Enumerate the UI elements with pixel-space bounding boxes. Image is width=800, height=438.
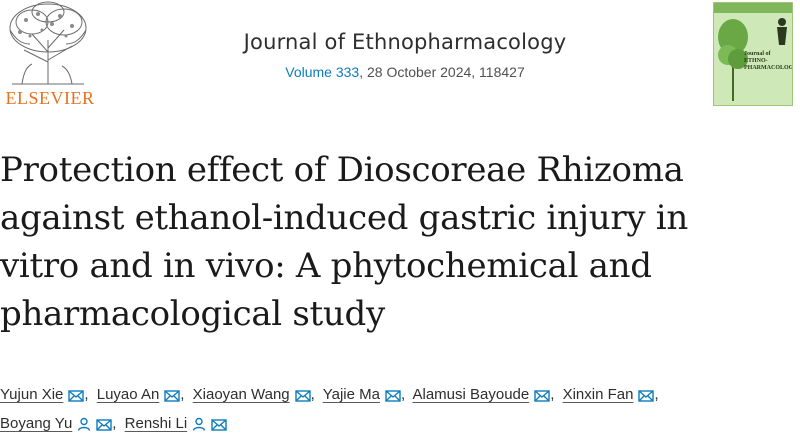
- mail-icon[interactable]: [638, 390, 655, 402]
- author-name[interactable]: Renshi Li: [124, 415, 188, 432]
- author-name[interactable]: Xinxin Fan: [562, 386, 634, 403]
- author-item: Boyang Yu,: [0, 415, 120, 432]
- cover-journal-label: Journal of ETHNO-PHARMACOLOGY: [744, 51, 793, 71]
- person-icon[interactable]: [192, 417, 206, 431]
- issue-details: , 28 October 2024, 118427: [359, 64, 525, 80]
- mail-icon[interactable]: [96, 419, 112, 431]
- author-separator: ,: [550, 386, 555, 403]
- author-item: Yajie Ma,: [323, 386, 409, 403]
- mail-icon[interactable]: [68, 390, 85, 402]
- author-name[interactable]: Luyao An: [96, 386, 160, 403]
- elsevier-logo[interactable]: ELSEVIER: [0, 0, 100, 112]
- journal-issue-info: Volume 333, 28 October 2024, 118427: [170, 64, 640, 80]
- elsevier-wordmark: ELSEVIER: [5, 88, 95, 108]
- author-separator: ,: [310, 386, 315, 403]
- title-line: Protection effect of Dioscoreae Rhizoma: [0, 150, 684, 190]
- author-separator: ,: [654, 386, 659, 403]
- author-item: Xiaoyan Wang,: [193, 386, 319, 403]
- cover-band: [714, 3, 792, 13]
- journal-cover-thumbnail[interactable]: Journal of ETHNO-PHARMACOLOGY: [713, 2, 793, 106]
- mail-icon[interactable]: [164, 390, 180, 402]
- author-separator: ,: [84, 386, 89, 403]
- author-name[interactable]: Boyang Yu: [0, 415, 73, 432]
- author-item: Luyao An,: [97, 386, 189, 403]
- author-name[interactable]: Yajie Ma: [322, 386, 380, 403]
- author-name[interactable]: Xiaoyan Wang: [192, 386, 290, 403]
- mail-icon[interactable]: [534, 390, 550, 402]
- title-line: vitro and in vivo: A phytochemical and: [0, 246, 652, 286]
- author-item: Yujun Xie,: [0, 386, 93, 403]
- author-name[interactable]: Yujun Xie: [0, 386, 64, 403]
- author-item: Renshi Li: [125, 415, 228, 432]
- person-icon[interactable]: [77, 417, 91, 431]
- volume-link[interactable]: Volume 333: [285, 64, 360, 80]
- elsevier-tree-icon: [9, 1, 87, 85]
- author-item: Xinxin Fan,: [563, 386, 663, 403]
- cover-figure-icon: [777, 18, 787, 45]
- article-header: ELSEVIER Journal of Ethnopharmacology Vo…: [0, 0, 800, 118]
- author-separator: ,: [112, 415, 117, 432]
- author-list: Yujun Xie, Luyao An, Xiaoyan Wang, Yajie…: [0, 380, 800, 438]
- author-separator: ,: [400, 386, 406, 403]
- title-line: pharmacological study: [0, 294, 385, 334]
- journal-info: Journal of Ethnopharmacology Volume 333,…: [170, 30, 640, 80]
- author-item: Alamusi Bayoude,: [413, 386, 559, 403]
- mail-icon[interactable]: [294, 390, 311, 402]
- title-line: against ethanol-induced gastric injury i…: [0, 198, 688, 238]
- mail-icon[interactable]: [385, 390, 401, 402]
- author-separator: ,: [180, 386, 185, 403]
- cover-tree-icon: [718, 19, 748, 101]
- mail-icon[interactable]: [211, 419, 227, 431]
- journal-title[interactable]: Journal of Ethnopharmacology: [243, 30, 567, 54]
- author-name[interactable]: Alamusi Bayoude: [412, 386, 530, 403]
- article-title: Protection effect of Dioscoreae Rhizoma …: [0, 146, 780, 338]
